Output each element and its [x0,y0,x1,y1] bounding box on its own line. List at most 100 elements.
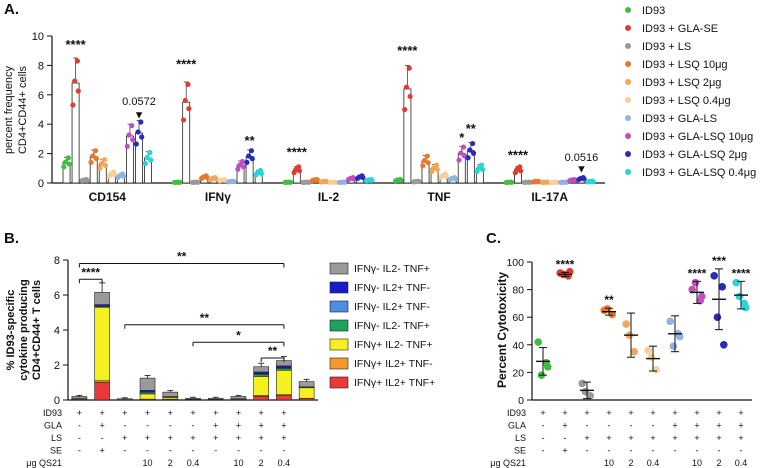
data-point-c [652,365,660,374]
condition-value-b: + [77,408,82,418]
data-point-a [74,58,80,64]
panel-label-c: C. [486,230,501,247]
stacked-bar-segment-b [276,395,292,401]
condition-value-c: - [586,446,589,456]
stacked-bar-segment-b [139,377,156,391]
condition-value-b: + [145,433,150,443]
y-tick-label-a: 6 [38,90,44,102]
data-point-a [541,179,547,185]
condition-value-b: 2 [259,458,264,468]
data-point-a [523,179,529,185]
data-point-c [644,346,652,355]
condition-value-b: + [213,408,218,418]
panel-label-a: A. [4,1,19,18]
condition-value-c: + [584,433,589,443]
significance-annotation-a: **** [397,43,418,58]
legend-marker-a [625,169,631,175]
condition-value-c: - [674,446,677,456]
data-point-a [102,162,109,169]
data-point-a [231,179,237,185]
condition-value-b: + [168,433,173,443]
condition-value-c: 0.4 [647,458,660,468]
condition-value-c: + [694,421,699,431]
condition-value-b: - [192,446,195,456]
bar-a [71,82,80,184]
data-point-a [559,179,565,185]
data-point-a [139,134,145,140]
data-point-a [130,137,136,143]
condition-value-b: 2 [168,458,173,468]
data-point-a [545,179,551,185]
y-tick-label-c: 40 [512,340,524,352]
legend-label-a: ID93 + LS [642,41,691,53]
legend-label-a: ID93 + GLA-LS [642,113,717,125]
condition-value-c: + [628,408,633,418]
condition-value-b: 10 [233,458,243,468]
condition-value-b: 10 [143,458,153,468]
y-tick-label-a: 4 [38,119,44,131]
condition-value-c: + [672,421,677,431]
data-point-a [479,166,486,173]
data-point-a [398,177,404,183]
condition-value-c: 10 [692,458,702,468]
y-tick-label-b: 8 [54,255,60,267]
data-point-a [66,161,72,167]
y-tick-label-a: 0 [38,178,44,190]
condition-value-c: - [696,446,699,456]
data-point-a [467,147,473,153]
condition-value-c: + [650,433,655,443]
data-point-a [518,168,524,174]
stacked-bar-segment-b [298,387,315,399]
condition-value-b: - [78,446,81,456]
condition-value-b: + [122,433,127,443]
significance-annotation-b: ** [268,344,278,358]
data-point-a [443,173,449,179]
legend-swatch-b [329,357,349,370]
condition-label-b: LS [51,433,62,443]
data-point-a [338,179,344,185]
legend-label-b: IFNγ- IL2+ TNF- [354,282,430,294]
condition-value-b: - [237,446,240,456]
data-point-a [470,140,476,147]
y-tick-label-c: 20 [512,367,524,379]
condition-label-c: GLA [508,421,526,431]
y-axis-label-c: Percent Cytotoxicity [495,272,509,388]
condition-value-b: - [123,446,126,456]
legend-marker-a [625,115,631,121]
data-point-a [133,141,139,147]
condition-value-c: - [630,446,633,456]
data-point-a [126,132,132,138]
condition-value-c: + [716,421,721,431]
condition-value-b: - [146,446,149,456]
data-point-a [191,179,197,185]
legend-swatch-b [329,281,349,294]
condition-value-b: + [281,408,286,418]
data-point-a [505,179,511,185]
data-point-a [129,123,135,129]
y-tick-label-b: 4 [54,325,60,337]
y-axis-label-b: % ID93-specific [5,290,17,371]
legend-marker-a [625,97,631,103]
data-point-c [622,320,630,328]
condition-value-c: + [738,433,743,443]
y-tick-label-a: 2 [38,149,44,161]
data-point-a [458,150,464,156]
data-point-c [534,338,542,346]
data-point-c [544,363,552,371]
y-tick-label-b: 2 [54,360,60,372]
legend-label-a: ID93 + GLA-LSQ 0.4μg [642,167,756,179]
significance-annotation-a: **** [287,145,308,160]
condition-value-c: + [738,408,743,418]
condition-value-b: - [169,421,172,431]
category-label-a: CD154 [89,190,127,204]
legend-marker-a [625,151,631,157]
condition-value-c: - [608,446,611,456]
data-point-a [302,179,308,185]
data-point-a [509,179,515,185]
stacked-bar-segment-b [117,398,133,400]
condition-value-c: 2 [716,458,721,468]
data-point-a [416,179,422,185]
condition-value-b: + [122,408,127,418]
condition-value-b: + [99,421,104,431]
data-point-c [647,353,656,362]
